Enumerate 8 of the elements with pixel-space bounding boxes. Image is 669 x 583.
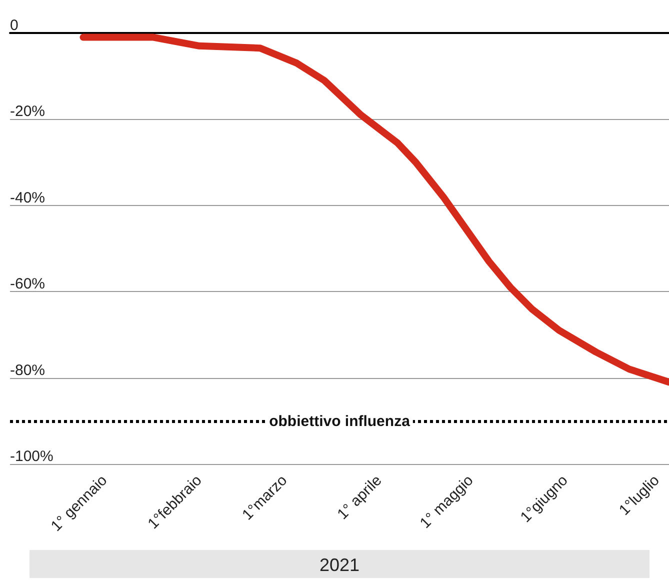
y-tick-label: -60%: [10, 276, 46, 293]
y-tick-label: -40%: [10, 189, 46, 206]
y-tick-label: -80%: [10, 362, 46, 379]
y-tick-label: -100%: [10, 448, 54, 465]
y-tick-label: -20%: [10, 103, 46, 120]
ref-line-label: obbiettivo influenza: [269, 412, 411, 430]
x-axis-title: 2021: [319, 555, 360, 575]
y-tick-label: 0: [10, 17, 18, 34]
